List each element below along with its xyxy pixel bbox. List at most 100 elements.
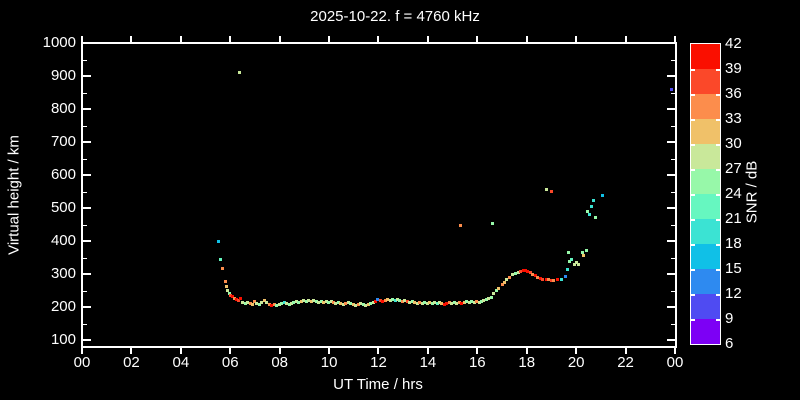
data-point — [445, 301, 449, 305]
colorbar-tick — [716, 269, 720, 271]
data-point — [239, 296, 243, 300]
x-tick-label: 00 — [73, 354, 91, 371]
colorbar-tick — [691, 144, 695, 146]
data-point — [398, 298, 402, 302]
colorbar-tick-label: 33 — [725, 110, 742, 127]
y-tick-label: 900 — [50, 67, 76, 84]
colorbar-tick-label: 42 — [725, 35, 742, 52]
x-axis-tick — [525, 36, 528, 42]
data-point — [230, 294, 234, 298]
data-point — [533, 274, 537, 278]
data-point — [457, 300, 461, 304]
data-point — [319, 299, 323, 303]
colorbar-tick-label: 15 — [725, 260, 742, 277]
data-point — [592, 198, 596, 202]
colorbar-segment — [691, 319, 720, 344]
data-point — [480, 299, 484, 303]
colorbar-segment — [691, 69, 720, 94]
colorbar-tick-label: 36 — [725, 85, 742, 102]
data-point — [524, 268, 527, 272]
colorbar-tick — [716, 69, 720, 71]
data-point — [317, 300, 321, 304]
colorbar-tick — [691, 244, 695, 246]
data-point — [248, 301, 252, 305]
y-axis-tick — [667, 339, 675, 341]
data-point — [435, 301, 439, 305]
data-point — [425, 301, 429, 305]
y-axis-minor-tick — [671, 158, 675, 160]
x-axis-tick — [179, 348, 182, 354]
colorbar-segment — [691, 119, 720, 144]
colorbar-tick — [716, 219, 720, 221]
y-axis-tick — [83, 141, 91, 143]
data-point — [459, 223, 463, 227]
data-point — [470, 299, 474, 303]
colorbar-tick-label: 24 — [725, 185, 742, 202]
data-point — [267, 302, 271, 306]
data-point — [307, 298, 311, 302]
data-point — [287, 302, 291, 306]
colorbar-tick — [691, 269, 695, 271]
colorbar-tick-label: 12 — [725, 285, 742, 302]
data-point — [462, 300, 466, 304]
data-point — [573, 262, 577, 266]
data-point — [344, 301, 348, 305]
colorbar-tick — [691, 194, 695, 196]
colorbar-tick-label: 30 — [725, 135, 742, 152]
data-point — [241, 300, 245, 304]
data-point — [503, 280, 506, 284]
data-point — [339, 301, 343, 305]
colorbar-tick — [691, 219, 695, 221]
data-point — [580, 251, 584, 255]
data-point — [410, 299, 414, 303]
data-point — [227, 291, 231, 295]
x-axis-tick — [575, 348, 578, 354]
data-point — [528, 270, 532, 274]
x-axis-tick — [328, 348, 331, 354]
data-point — [546, 278, 550, 282]
colorbar-tick — [691, 319, 695, 321]
data-point — [521, 269, 525, 273]
data-point — [403, 298, 407, 302]
data-point — [275, 303, 279, 307]
data-point — [216, 239, 220, 243]
data-point — [361, 302, 365, 306]
y-axis-minor-tick — [83, 125, 87, 127]
y-tick-label: 100 — [50, 331, 76, 348]
x-tick-label: 14 — [419, 354, 437, 371]
y-tick-label: 200 — [50, 298, 76, 315]
data-point — [526, 269, 530, 273]
data-point — [442, 302, 446, 306]
data-point — [223, 280, 227, 284]
colorbar-tick — [691, 169, 695, 171]
data-point — [549, 190, 553, 193]
x-tick-label: 00 — [666, 354, 684, 371]
colorbar-tick — [716, 119, 720, 121]
data-point — [549, 278, 553, 282]
data-point — [255, 301, 259, 305]
data-point — [277, 302, 281, 306]
chart-title: 2025-10-22. f = 4760 kHz — [310, 8, 480, 25]
x-axis-tick — [377, 348, 380, 354]
colorbar-tick-label: 21 — [725, 210, 742, 227]
data-point — [477, 300, 481, 304]
x-axis-tick — [130, 348, 133, 354]
data-point — [567, 251, 571, 255]
x-axis-tick — [575, 36, 578, 42]
y-axis-tick — [667, 75, 675, 77]
y-axis-minor-tick — [671, 191, 675, 193]
data-point — [467, 300, 471, 304]
data-point — [433, 300, 437, 304]
colorbar-tick — [716, 294, 720, 296]
colorbar-tick — [691, 69, 695, 71]
colorbar-tick — [716, 319, 720, 321]
x-axis-tick — [426, 348, 429, 354]
data-point — [346, 300, 350, 304]
data-point — [559, 278, 563, 282]
colorbar-tick-label: 18 — [725, 235, 742, 252]
data-point — [475, 299, 479, 303]
y-axis-tick — [667, 108, 675, 110]
colorbar-tick-label: 6 — [725, 335, 734, 352]
colorbar-tick-label: 27 — [725, 160, 742, 177]
colorbar-tick — [691, 119, 695, 121]
